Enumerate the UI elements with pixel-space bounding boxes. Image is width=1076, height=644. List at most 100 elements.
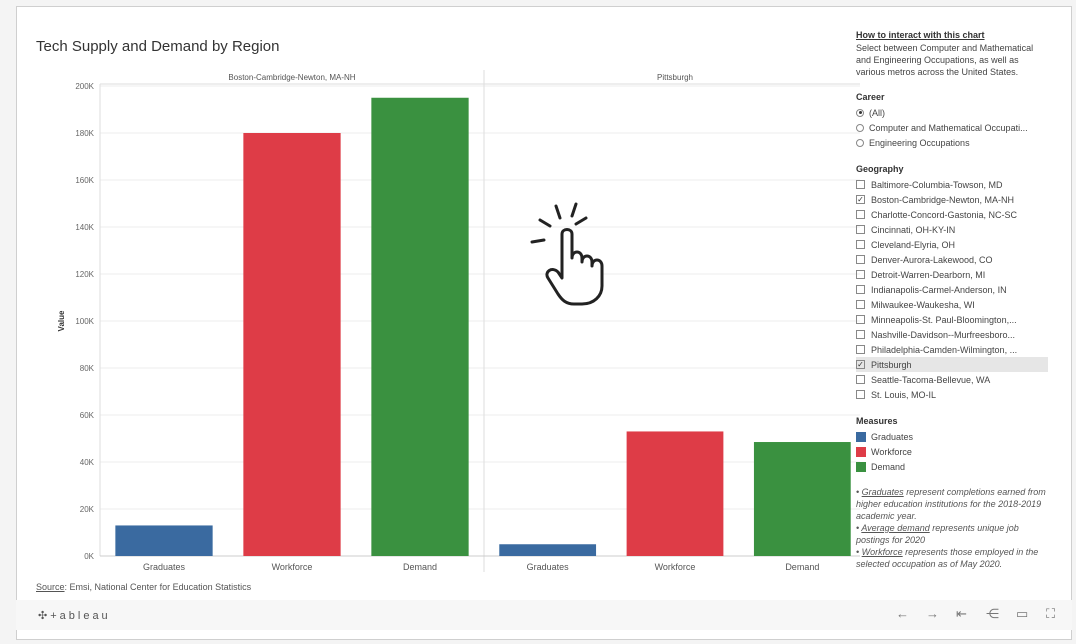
checkbox-icon[interactable] [856,330,865,339]
help-text: Select between Computer and Mathematical… [856,43,1034,77]
legend-item[interactable]: Workforce [856,444,1048,459]
revert-icon[interactable]: ⇤ [956,606,967,621]
bar [243,133,341,556]
geography-option[interactable]: Philadelphia-Camden-Wilmington, ... [856,342,1048,357]
geography-option[interactable]: Milwaukee-Waukesha, WI [856,297,1048,312]
career-option[interactable]: Engineering Occupations [856,135,1048,150]
share-icon[interactable]: ⋲ [986,606,999,621]
source-label: Source [36,582,65,592]
radio-icon[interactable] [856,138,864,147]
geography-option-label: St. Louis, MO-IL [871,389,937,400]
checkbox-icon[interactable]: ✓ [856,360,865,369]
geography-option-label: Philadelphia-Camden-Wilmington, ... [871,344,1018,355]
checkbox-icon[interactable] [856,180,865,189]
checkbox-icon[interactable] [856,225,865,234]
geography-option-label: Cincinnati, OH-KY-IN [871,224,956,235]
geography-option[interactable]: Detroit-Warren-Dearborn, MI [856,267,1048,282]
checkbox-icon[interactable] [856,300,865,309]
bar [499,544,597,556]
legend-label: Graduates [871,431,914,442]
geography-option-label: Boston-Cambridge-Newton, MA-NH [871,194,1015,205]
measures-title: Measures [856,416,898,426]
checkbox-icon[interactable] [856,210,865,219]
geography-option-label: Baltimore-Columbia-Towson, MD [871,179,1003,190]
geography-option-label: Pittsburgh [871,359,912,370]
geography-option[interactable]: Cleveland-Elyria, OH [856,237,1048,252]
geography-option[interactable]: Charlotte-Concord-Gastonia, NC-SC [856,207,1048,222]
source-text: : Emsi, National Center for Education St… [64,582,252,592]
geography-option[interactable]: Indianapolis-Carmel-Anderson, IN [856,282,1048,297]
note-graduates-text: represent completions earned from higher… [856,487,1046,521]
geography-option[interactable]: Denver-Aurora-Lakewood, CO [856,252,1048,267]
geography-option[interactable]: St. Louis, MO-IL [856,387,1048,402]
radio-icon[interactable] [856,123,864,132]
geography-option-label: Indianapolis-Carmel-Anderson, IN [871,284,1007,295]
y-tick-label: 100K [75,317,94,326]
x-tick-label: Graduates [527,562,570,572]
sidebar: How to interact with this chart Select b… [856,30,1048,570]
fullscreen-icon[interactable]: ⛶ [1046,606,1056,621]
y-tick-label: 0K [84,552,94,561]
redo-icon[interactable]: → [926,606,939,621]
geography-option-label: Cleveland-Elyria, OH [871,239,956,250]
geography-option[interactable]: Nashville-Davidson--Murfreesboro... [856,327,1048,342]
bar-chart: 0K 20K 40K 60K 80K 100K 120K 140K 160K 180K 200K Va… [57,70,860,572]
career-title: Career [856,92,885,102]
y-tick-label: 40K [80,458,95,467]
geography-option-label: Detroit-Warren-Dearborn, MI [871,269,986,280]
checkbox-icon[interactable] [856,255,865,264]
geography-option-label: Charlotte-Concord-Gastonia, NC-SC [871,209,1018,220]
geography-option-label: Nashville-Davidson--Murfreesboro... [871,329,1016,340]
checkbox-icon[interactable] [856,345,865,354]
geography-option[interactable]: Baltimore-Columbia-Towson, MD [856,177,1048,192]
bar [115,525,213,556]
panel-header: Boston-Cambridge-Newton, MA-NH [228,73,355,82]
x-tick-label: Graduates [143,562,186,572]
checkbox-icon[interactable] [856,240,865,249]
geography-option-label: Milwaukee-Waukesha, WI [871,299,975,310]
x-tick-label: Demand [403,562,437,572]
tableau-logo[interactable]: ✣+ableau [38,610,111,622]
legend-label: Workforce [871,446,912,457]
radio-icon[interactable] [856,108,864,117]
checkbox-icon[interactable] [856,375,865,384]
geography-option[interactable]: ✓ Boston-Cambridge-Newton, MA-NH [856,192,1048,207]
geography-title: Geography [856,164,904,174]
geography-option[interactable]: Minneapolis-St. Paul-Bloomington,... [856,312,1048,327]
note-workforce-text: represents those employed in the selecte… [856,547,1039,569]
geography-option[interactable]: ✓ Pittsburgh [856,357,1048,372]
geography-option-label: Denver-Aurora-Lakewood, CO [871,254,993,265]
legend-item[interactable]: Graduates [856,429,1048,444]
legend-swatch [856,446,866,457]
legend-swatch [856,431,866,442]
legend-item[interactable]: Demand [856,459,1048,474]
career-option[interactable]: (All) [856,105,1048,120]
help-link[interactable]: How to interact with this chart [856,30,985,40]
checkbox-icon[interactable] [856,270,865,279]
pointer-hand-icon [530,202,604,306]
checkbox-icon[interactable] [856,315,865,324]
tableau-toolbar [16,600,1072,630]
legend-label: Demand [871,461,906,472]
panel-header: Pittsburgh [657,73,693,82]
geography-option[interactable]: Cincinnati, OH-KY-IN [856,222,1048,237]
y-tick-label: 140K [75,223,94,232]
y-tick-label: 80K [80,364,95,373]
y-tick-label: 20K [80,505,95,514]
checkbox-icon[interactable] [856,285,865,294]
legend-swatch [856,461,866,472]
comment-icon[interactable]: ▭ [1016,606,1029,621]
measures-legend: Graduates Workforce Demand [856,429,1048,474]
geography-filter: Baltimore-Columbia-Towson, MD ✓ Boston-Cam… [856,177,1048,402]
geography-option[interactable]: Seattle-Tacoma-Bellevue, WA [856,372,1048,387]
undo-icon[interactable]: ← [896,606,909,621]
notes: • Graduates represent completions earned… [856,486,1048,570]
bar [626,431,724,556]
checkbox-icon[interactable]: ✓ [856,195,865,204]
career-option-label: Computer and Mathematical Occupati... [869,122,1028,133]
note-demand: • Average demand represents unique job p… [856,523,1019,545]
chart-title: Tech Supply and Demand by Region [36,38,280,55]
checkbox-icon[interactable] [856,390,865,399]
bar [753,442,851,556]
career-option[interactable]: Computer and Mathematical Occupati... [856,120,1048,135]
